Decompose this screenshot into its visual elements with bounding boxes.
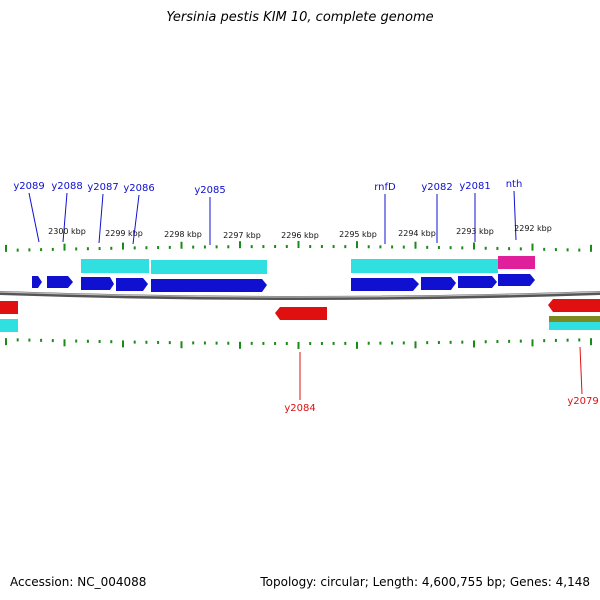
feature-bar-cyan — [549, 322, 600, 330]
kbp-tick-label: 2293 kbp — [456, 227, 494, 236]
gene-arrow-forward[interactable] — [421, 277, 456, 290]
accession-text: Accession: NC_004088 — [10, 575, 147, 589]
gene-arrow-forward[interactable] — [458, 276, 497, 288]
gene-callout-line — [132, 194, 140, 245]
gene-arrow-forward[interactable] — [116, 278, 148, 291]
gene-callout-line — [62, 192, 68, 243]
gene-callout-line — [579, 346, 583, 395]
gene-label-forward[interactable]: y2082 — [421, 182, 452, 193]
feature-bar-cyan — [151, 260, 267, 274]
feature-bar-magenta — [498, 256, 535, 269]
gene-callout-line — [28, 192, 40, 243]
gene-label-forward[interactable]: y2087 — [87, 182, 118, 193]
gene-label-reverse[interactable]: y2084 — [284, 403, 315, 414]
gene-arrow-reverse[interactable] — [548, 299, 600, 312]
kbp-labels: 2300 kbp 2299 kbp 2298 kbp 2297 kbp 2296 kbp… — [48, 224, 552, 240]
gene-label-reverse[interactable]: y2079 — [567, 396, 598, 407]
gene-label-forward[interactable]: y2088 — [51, 181, 82, 192]
kbp-tick-label: 2296 kbp — [281, 231, 319, 240]
gene-label-forward[interactable]: y2086 — [123, 183, 154, 194]
gene-label-forward[interactable]: y2089 — [13, 181, 44, 192]
feature-bar-olive — [549, 316, 600, 322]
gene-arrow-forward[interactable] — [498, 274, 535, 286]
gene-label-forward[interactable]: y2085 — [194, 185, 225, 196]
gene-arrow-forward[interactable] — [351, 278, 419, 291]
feature-bar-cyan — [81, 259, 149, 273]
gene-arrow-forward[interactable] — [151, 279, 267, 292]
kbp-tick-label: 2294 kbp — [398, 229, 436, 238]
gene-label-forward[interactable]: y2081 — [459, 181, 490, 192]
tick-row-top — [5, 241, 592, 252]
genome-backbone — [0, 291, 600, 300]
kbp-tick-label: 2292 kbp — [514, 224, 552, 233]
gene-arrow-reverse[interactable] — [275, 307, 327, 320]
feature-bar-cyan — [351, 259, 498, 273]
genome-stats-text: Topology: circular; Length: 4,600,755 bp… — [260, 575, 590, 589]
gene-arrow-forward[interactable] — [81, 277, 114, 290]
map-title: Yersinia pestis KIM 10, complete genome — [166, 10, 434, 25]
kbp-tick-label: 2295 kbp — [339, 230, 377, 239]
kbp-tick-label: 2300 kbp — [48, 227, 86, 236]
kbp-tick-label: 2299 kbp — [105, 229, 143, 238]
gene-callout-line — [513, 190, 517, 241]
gene-arrow-reverse[interactable] — [0, 301, 18, 314]
tick-row-bottom — [5, 338, 592, 349]
genome-backbone-highlight — [0, 291, 600, 298]
gene-label-forward[interactable]: rnfD — [374, 182, 396, 193]
label-callouts: y2089 y2088 y2087 y2086 y2085 rnfD y2082 y2081 n… — [13, 179, 598, 414]
gene-arrow-forward[interactable] — [32, 276, 42, 288]
kbp-tick-label: 2298 kbp — [164, 230, 202, 239]
feature-bar-cyan — [0, 319, 18, 332]
gene-callout-line — [98, 193, 104, 244]
kbp-tick-label: 2297 kbp — [223, 231, 261, 240]
gene-label-forward[interactable]: nth — [506, 179, 523, 190]
gene-arrow-forward[interactable] — [47, 276, 73, 288]
